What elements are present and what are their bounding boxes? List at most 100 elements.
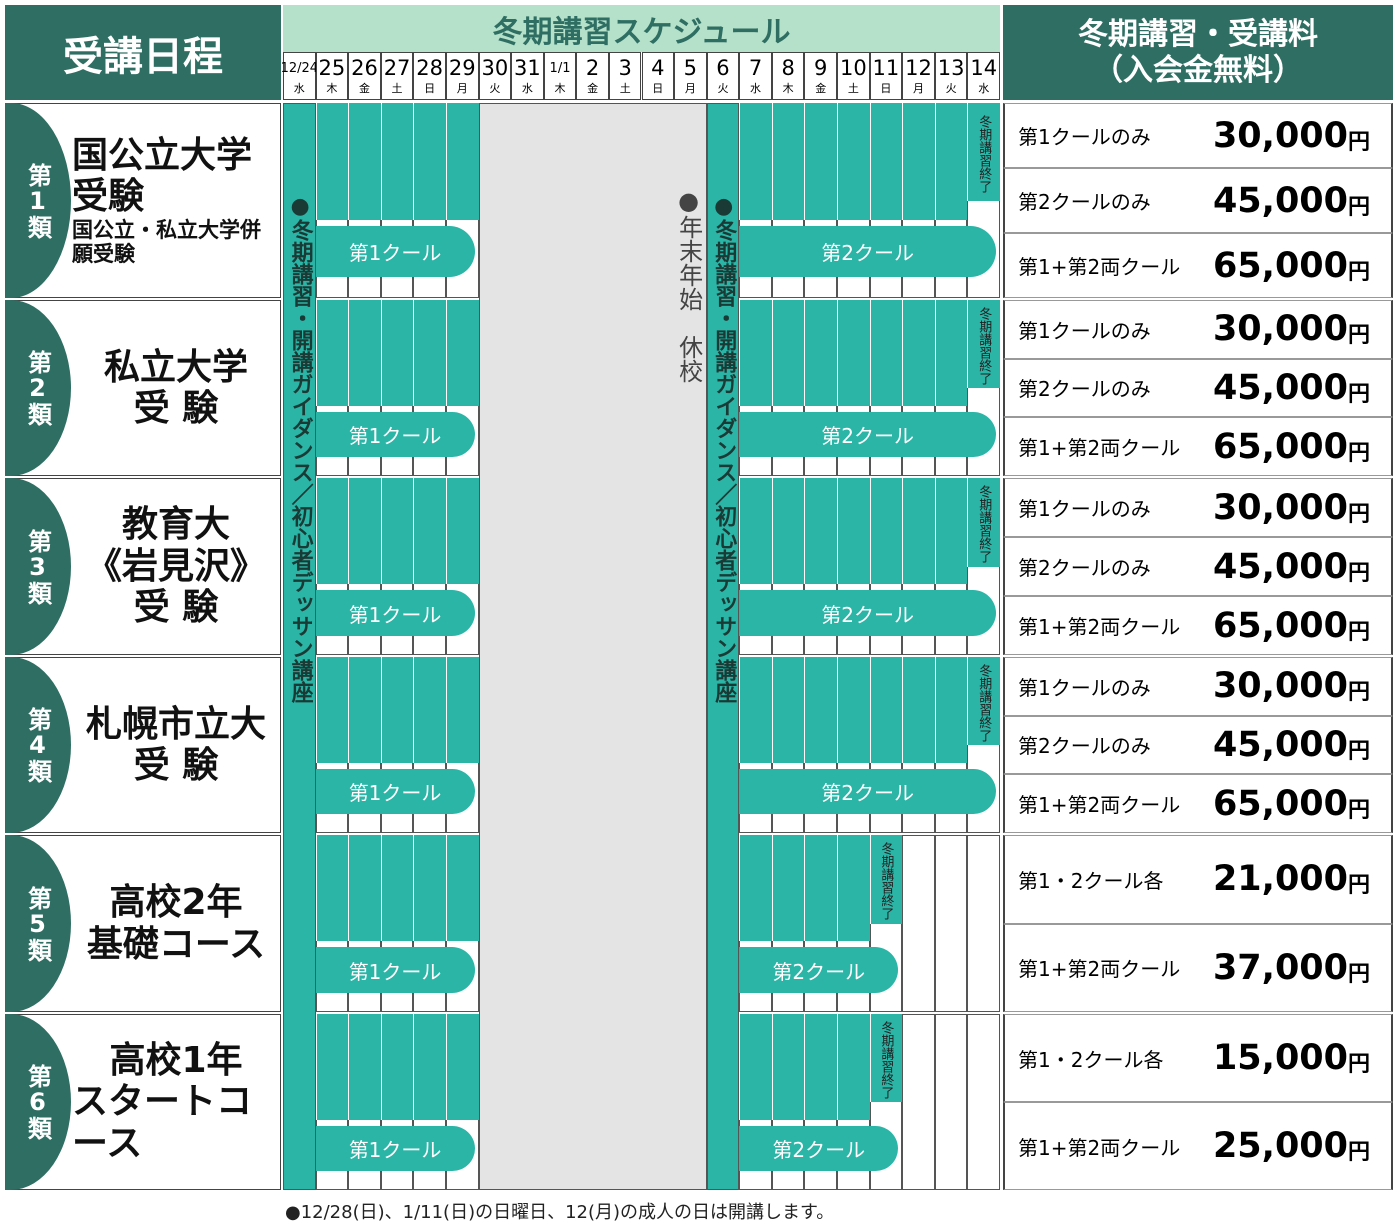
price-amount: 37,000: [1212, 947, 1348, 988]
price-label: 第1クールのみ: [1018, 125, 1151, 149]
price-row: [1003, 478, 1393, 537]
session-cell: [315, 478, 349, 585]
day-cell: [380, 52, 414, 100]
day-weekday: 水: [521, 82, 533, 95]
fee-subtitle: （入会金無料）: [1093, 52, 1303, 88]
course-end: 冬期講習終了: [976, 664, 992, 742]
session-cell: [315, 103, 349, 220]
price-row: [1003, 596, 1393, 655]
session-cell: [771, 300, 805, 406]
day-date: 29: [448, 56, 476, 80]
price-amount: 65,000: [1212, 245, 1348, 286]
cool2-pill: 第2クール: [739, 768, 996, 815]
session-cell: [869, 1014, 903, 1102]
day-date: 30: [481, 56, 509, 80]
price-unit: 円: [1348, 797, 1371, 823]
session-cell: [934, 300, 968, 406]
session-cell: [967, 478, 1000, 567]
price-amount: 25,000: [1212, 1126, 1348, 1166]
session-cell: [739, 103, 772, 220]
session-cell: [445, 657, 479, 763]
price-amount: 21,000: [1212, 859, 1348, 900]
day-weekday: 月: [913, 82, 924, 95]
price-label: 第2クールのみ: [1018, 556, 1151, 580]
course-end: 冬期講習終了: [878, 1021, 894, 1099]
session-cell: [967, 300, 1000, 388]
session-cell: [380, 835, 414, 942]
day-cell: [804, 52, 838, 100]
price-row: [1003, 923, 1393, 1012]
price-label: 第2クールのみ: [1018, 377, 1151, 402]
session-cell: [804, 657, 838, 763]
price-label: 第1・2クール各: [1018, 868, 1164, 893]
session-cell: [348, 103, 381, 220]
day-cell: [869, 52, 903, 100]
price-unit: 円: [1348, 961, 1371, 987]
guidance-bar: [706, 103, 740, 1190]
price-label: 第1・2クール各: [1018, 1047, 1164, 1072]
session-cell: [869, 835, 903, 924]
session-cell: [771, 1014, 805, 1120]
session-cell: [348, 300, 381, 406]
day-date: 7: [748, 56, 763, 80]
day-weekday: 水: [978, 82, 990, 95]
day-weekday: 火: [489, 82, 501, 95]
session-cell: [934, 103, 968, 220]
day-cell: [641, 52, 675, 100]
day-cell: [771, 52, 805, 100]
day-weekday: 木: [782, 82, 794, 95]
price-amount: 30,000: [1212, 487, 1348, 528]
price-label: 第1+第2両クール: [1018, 957, 1181, 982]
price-amount: 30,000: [1212, 309, 1348, 350]
day-cell: [934, 52, 968, 100]
day-weekday: 火: [945, 82, 957, 95]
session-cell: [739, 657, 772, 763]
day-date: 13: [937, 56, 965, 80]
course-title-line: 受 験: [133, 587, 219, 629]
session-cell: [739, 1014, 772, 1120]
session-cell: [315, 657, 349, 763]
cool1-pill: 第1クール: [315, 947, 475, 994]
day-date: 31: [514, 56, 541, 80]
session-cell: [380, 300, 414, 406]
course-title-line: 基礎コース: [86, 923, 266, 965]
session-cell: [902, 657, 935, 763]
cool2-pill: 第2クール: [739, 590, 996, 637]
day-date: 10: [839, 56, 867, 80]
price-label: 第1クールのみ: [1018, 675, 1151, 700]
price-amount: 65,000: [1212, 605, 1348, 646]
session-cell: [445, 1014, 479, 1120]
day-date: 28: [416, 56, 444, 80]
session-cell: [934, 478, 968, 585]
day-cell: [837, 52, 870, 100]
day-cell: [967, 52, 1000, 100]
session-cell: [771, 657, 805, 763]
session-cell: [380, 1014, 414, 1120]
day-date: 9: [814, 56, 828, 80]
fee-header: 冬期講習・受講料 （入会金無料）: [1003, 5, 1393, 100]
footnote: ●12/28(日)、1/11(日)の日曜日、12(月)の成人の日は開講します。: [285, 1202, 835, 1223]
day-date: 8: [781, 56, 795, 80]
course-end: 冬期講習終了: [976, 114, 992, 193]
session-cell: [445, 300, 479, 406]
schedule-cell: [967, 835, 1000, 1012]
session-cell: [413, 1014, 446, 1120]
day-cell: [478, 52, 512, 100]
day-weekday: 日: [424, 82, 436, 95]
day-cell: [706, 52, 740, 100]
day-weekday: 金: [815, 82, 827, 95]
day-date: 2: [585, 56, 600, 80]
session-cell: [413, 657, 446, 763]
session-cell: [413, 300, 446, 406]
session-cell: [869, 103, 903, 220]
day-cell: [283, 52, 316, 100]
day-cell: [315, 52, 349, 100]
day-date: 6: [716, 56, 730, 80]
course-title-line: 受 験: [133, 388, 219, 429]
session-cell: [967, 657, 1000, 745]
price-unit: 円: [1348, 381, 1371, 407]
day-weekday: 木: [326, 82, 338, 95]
day-weekday: 金: [587, 82, 599, 95]
price-label: 第2クールのみ: [1018, 734, 1151, 759]
session-cell: [348, 657, 381, 763]
